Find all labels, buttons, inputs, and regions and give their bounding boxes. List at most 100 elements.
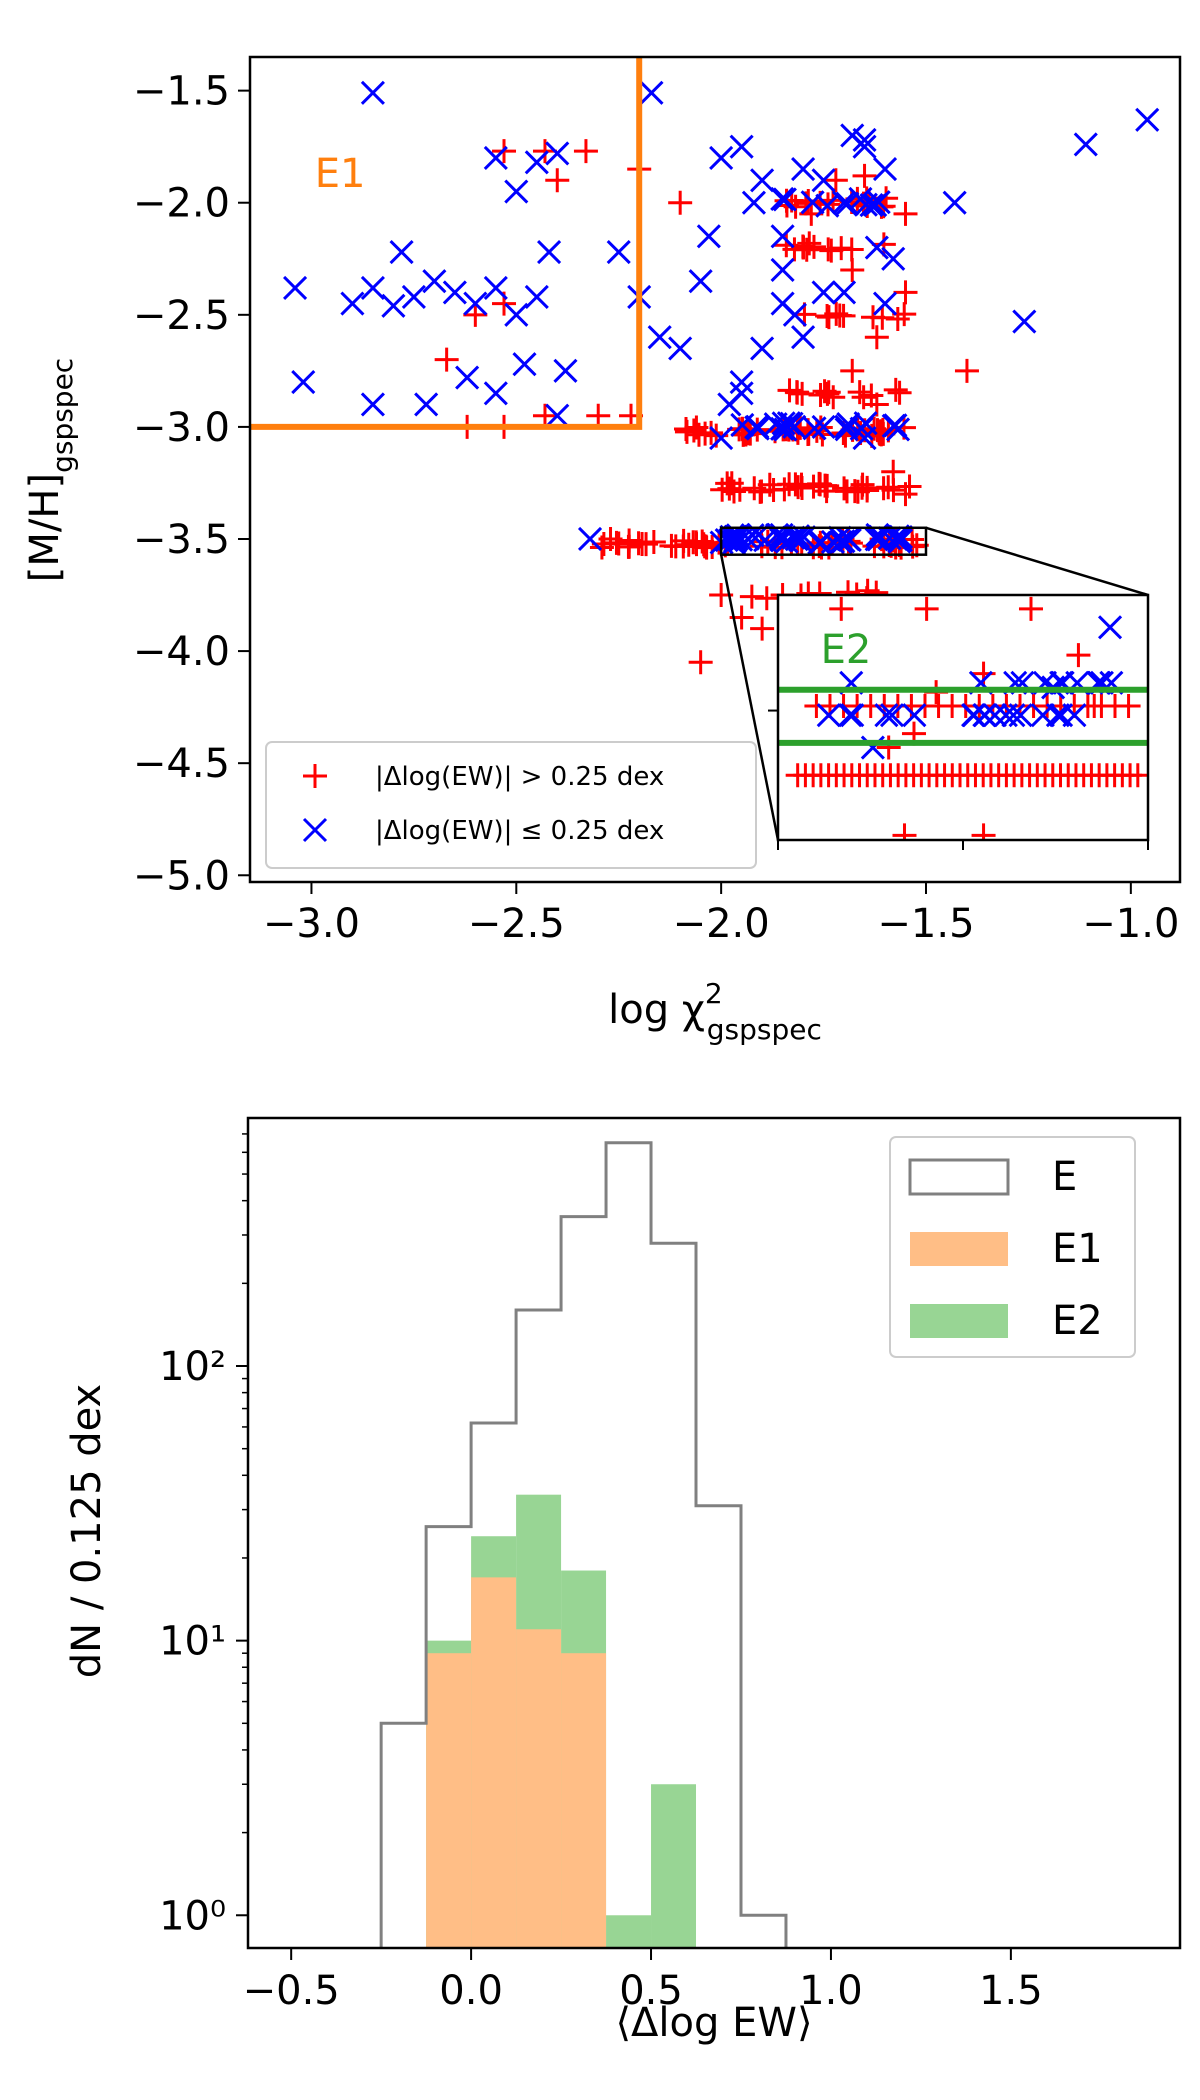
blue-x-point <box>809 530 834 555</box>
blue-x-point <box>772 187 797 212</box>
blue-x-point <box>859 193 884 218</box>
red-plus-point <box>847 380 872 405</box>
y-tick-label: 10² <box>159 1344 226 1390</box>
inset-red-plus-point <box>1066 643 1091 668</box>
histogram-legend: E E1 E2 <box>889 1136 1136 1358</box>
red-plus-point <box>693 421 718 446</box>
red-plus-point <box>840 358 865 383</box>
scatter-panel: E1 E2 |Δlog(EW)| > 0.25 dex |Δlog(EW)| ≤ 0.… <box>22 55 1182 1046</box>
e-histogram-step <box>379 1141 788 1948</box>
x-tick-label: 1.5 <box>979 1968 1043 2014</box>
blue-x-point <box>401 284 426 309</box>
blue-x-point <box>729 134 754 159</box>
red-plus-point <box>840 257 865 282</box>
red-plus-point <box>730 417 755 442</box>
red-plus-point <box>463 302 488 327</box>
blue-x-point <box>942 190 967 215</box>
e1-region-boundary <box>250 57 643 430</box>
red-plus-point <box>573 139 598 164</box>
red-plus-point <box>876 475 901 500</box>
x-tick-label: −1.0 <box>1082 901 1179 947</box>
red-plus-point <box>881 478 906 503</box>
red-plus-point <box>832 476 857 501</box>
blue-x-point <box>688 269 713 294</box>
blue-x-point <box>788 528 813 553</box>
red-plus-point <box>681 418 706 443</box>
red-plus-point <box>801 474 826 499</box>
inset-blue-x-point <box>840 703 865 728</box>
blue-x-point <box>483 381 508 406</box>
inset-red-plus-point <box>1082 693 1107 718</box>
zoom-connector-line <box>925 526 1149 597</box>
red-plus-point <box>688 650 713 675</box>
red-plus-point <box>816 305 841 330</box>
blue-x-point <box>709 426 734 451</box>
y-axis-label: dN / 0.125 dex <box>64 1384 110 1678</box>
red-plus-point <box>694 534 719 559</box>
inset-red-plus-point <box>971 823 996 840</box>
inset-red-plus-point <box>829 596 854 621</box>
blue-x-point <box>719 524 744 549</box>
red-plus-point <box>721 479 746 504</box>
e2-inset-label: E2 <box>821 627 872 673</box>
blue-x-point <box>831 280 857 305</box>
red-plus-point <box>897 474 922 499</box>
e1-region-label: E1 <box>315 151 366 197</box>
red-plus-point <box>589 535 614 560</box>
inset-plot-area: E2 <box>778 596 1148 840</box>
e1-histogram-bar <box>471 1577 517 1948</box>
blue-x-point <box>881 413 906 438</box>
red-plus-point <box>852 163 877 188</box>
blue-x-point <box>770 257 795 283</box>
blue-x-point <box>770 186 795 211</box>
blue-x-point <box>791 325 816 350</box>
y-tick-label: −4.5 <box>133 741 230 787</box>
blue-x-point <box>853 192 878 217</box>
blue-x-point <box>442 280 467 305</box>
legend-swatch-filled <box>910 1232 1008 1266</box>
y-tick-label: −1.5 <box>133 69 230 115</box>
y-tick-label: −5.0 <box>133 853 230 899</box>
blue-x-point <box>776 411 801 436</box>
blue-x-point <box>750 168 775 193</box>
inset-red-plus-point <box>1018 596 1043 621</box>
legend-swatch-outline <box>908 1158 1010 1196</box>
blue-x-point <box>291 370 316 395</box>
legend-plus-marker <box>303 764 327 788</box>
blue-x-point <box>524 284 549 309</box>
y-tick-label: 10⁰ <box>159 1893 226 1939</box>
x-tick-label: −1.5 <box>877 901 974 947</box>
legend-swatch-filled <box>910 1304 1008 1338</box>
blue-x-point <box>455 365 480 390</box>
red-plus-point <box>797 231 822 256</box>
red-plus-point <box>814 479 839 504</box>
scatter-legend: |Δlog(EW)| > 0.25 dex |Δlog(EW)| ≤ 0.25 d… <box>265 741 757 869</box>
y-axis-label-sub: gspspec <box>46 358 79 473</box>
red-plus-point <box>885 306 910 331</box>
blue-x-point <box>381 293 406 318</box>
blue-x-point <box>802 416 827 441</box>
inset-blue-x-point <box>1001 703 1026 728</box>
x-axis-label: log χ2 gspspec <box>608 977 822 1046</box>
y-axis-label: [M/H]gspspec <box>22 358 79 582</box>
red-plus-point <box>869 422 894 447</box>
inset-red-plus-point <box>914 596 939 621</box>
blue-x-point <box>647 325 672 350</box>
blue-x-point <box>545 403 570 428</box>
e1-histogram-bar <box>426 1653 472 1948</box>
red-plus-point <box>864 325 889 350</box>
red-plus-point <box>739 584 764 609</box>
blue-x-point <box>835 191 860 216</box>
red-plus-point <box>545 168 570 193</box>
inset-blue-x-point <box>879 703 905 728</box>
e2-inset: E2 <box>768 593 1150 850</box>
blue-x-point <box>745 414 770 439</box>
x-tick-label: −0.5 <box>243 1968 340 2014</box>
blue-x-point <box>849 416 874 441</box>
blue-x-point <box>872 157 898 182</box>
red-plus-point <box>761 477 786 502</box>
e1-histogram-bar <box>561 1653 607 1948</box>
red-plus-point <box>859 383 884 408</box>
red-plus-point <box>823 168 848 193</box>
blue-x-point <box>422 269 447 294</box>
